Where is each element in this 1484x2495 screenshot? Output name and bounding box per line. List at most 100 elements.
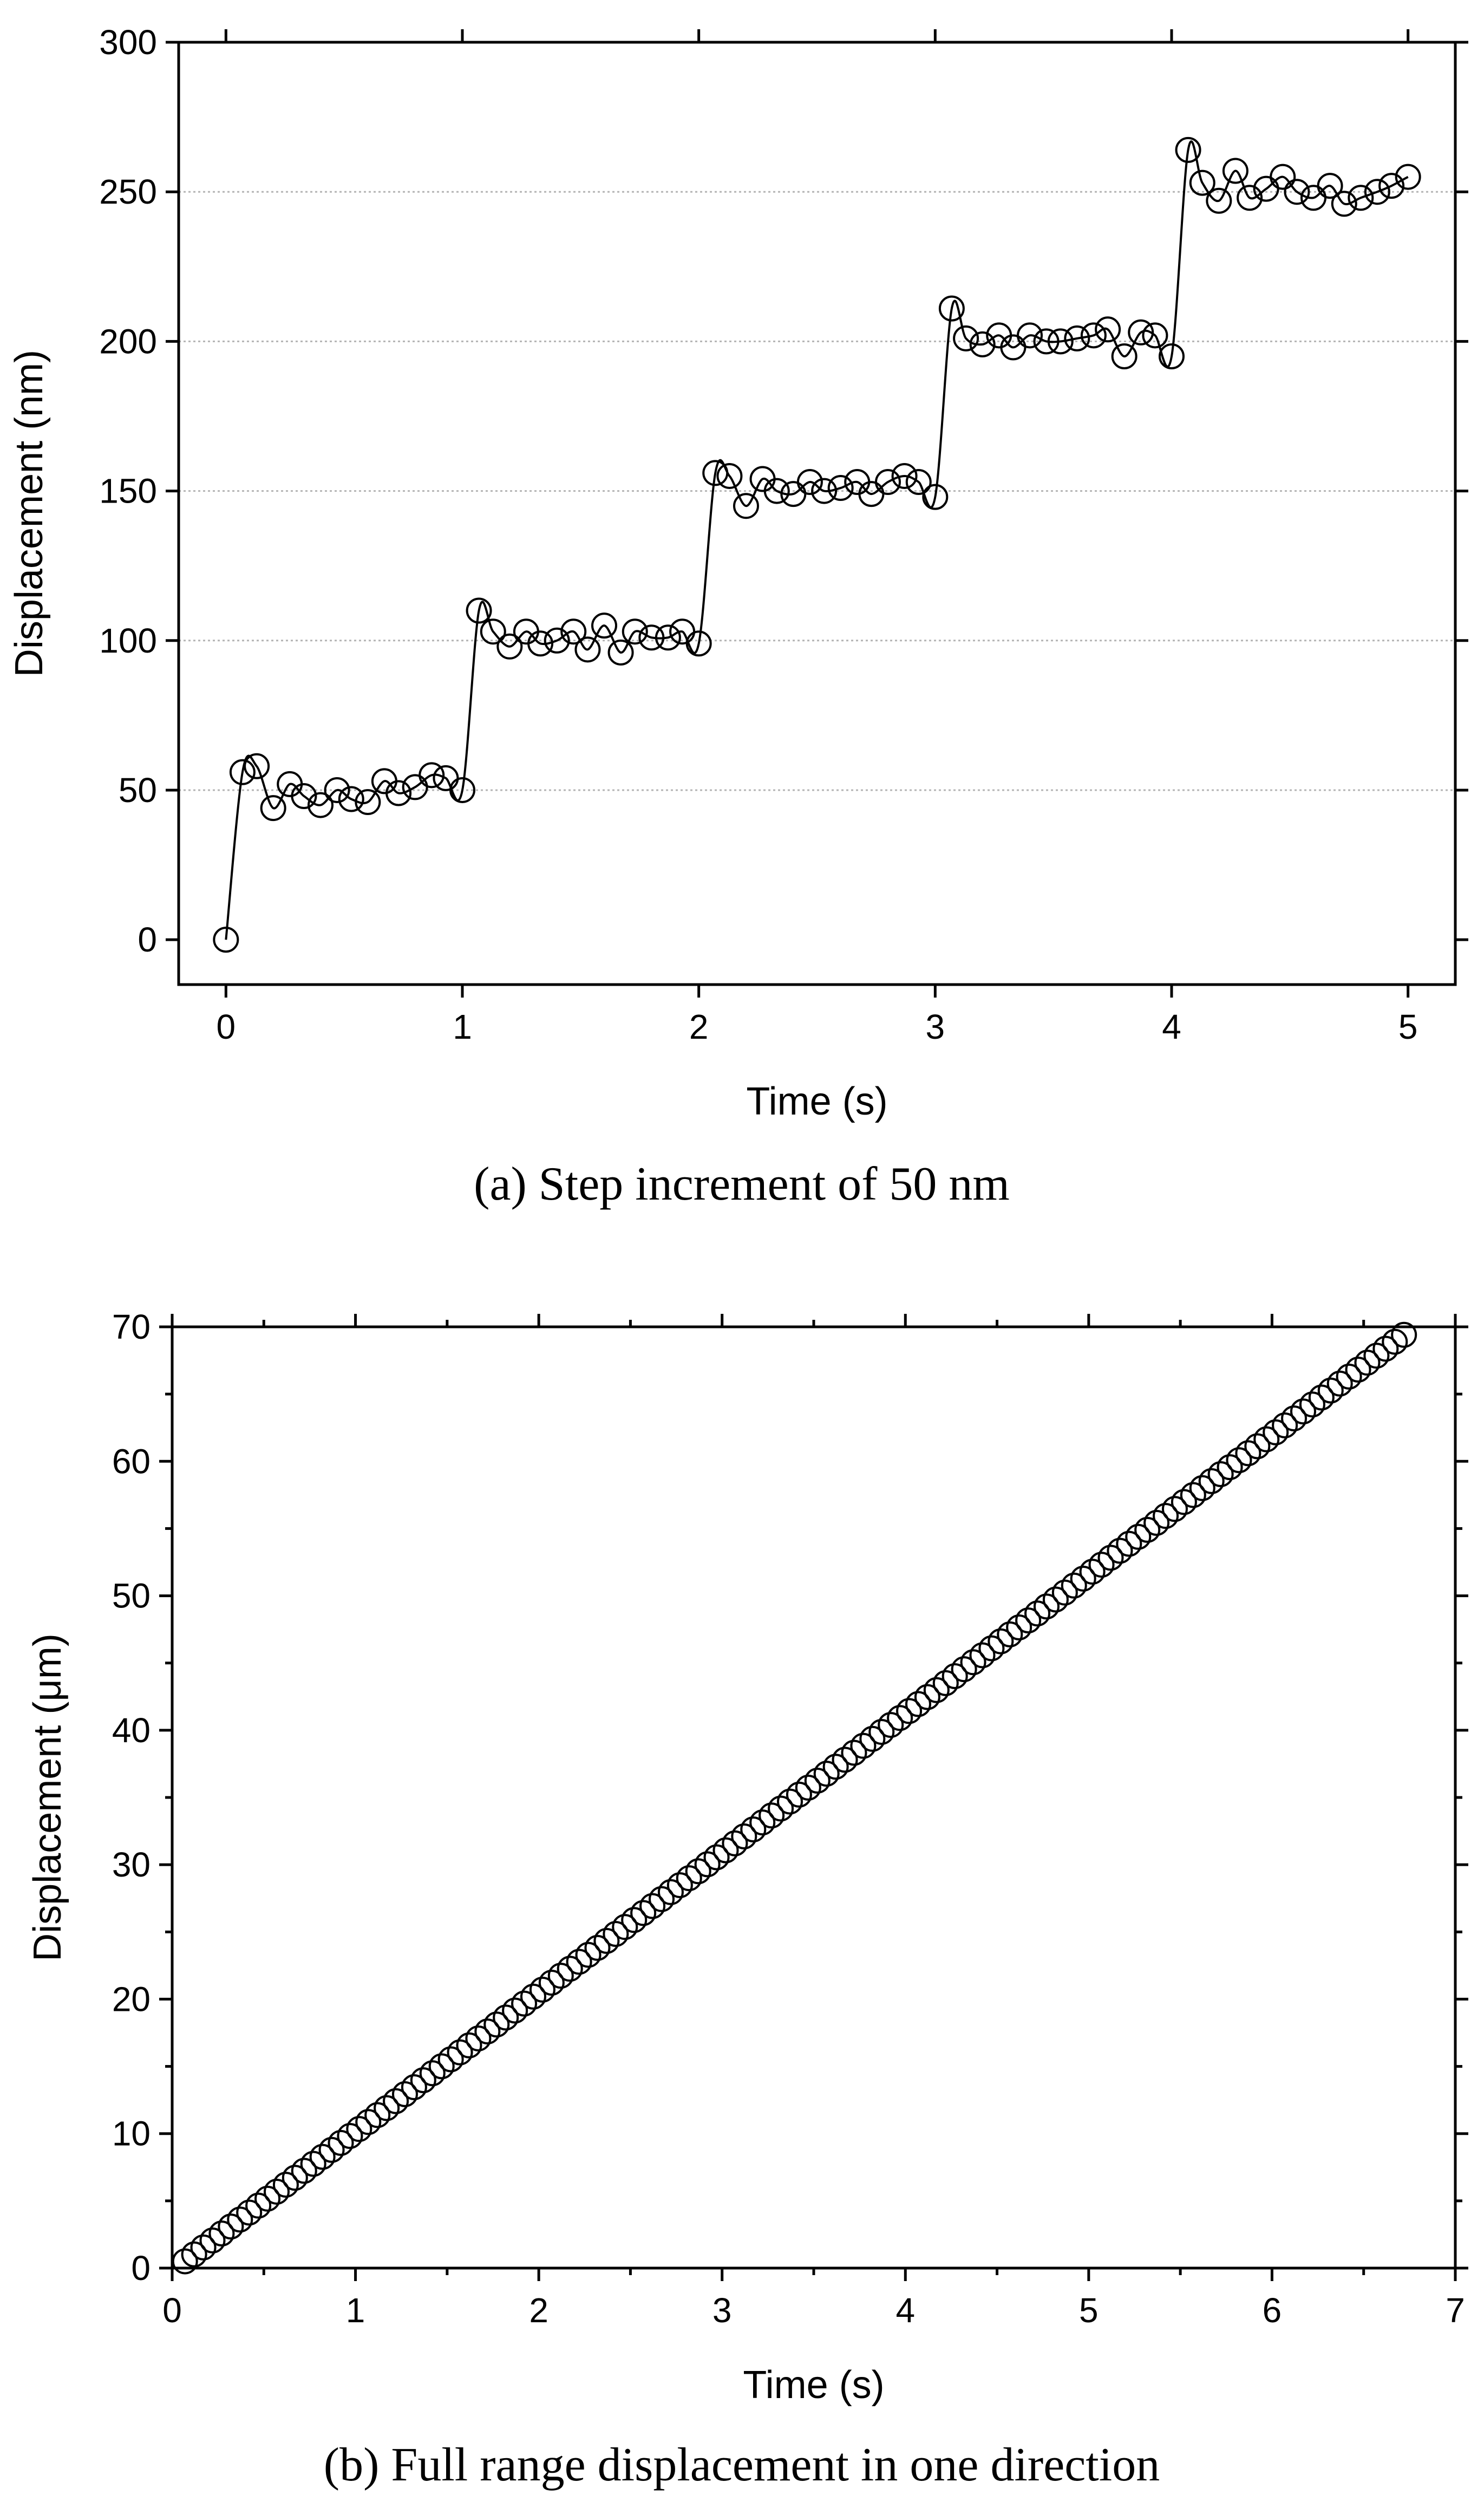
panel-b-data-point	[538, 1970, 565, 1996]
panel-b-y-tick-label: 10	[112, 2114, 151, 2153]
panel-b-data-point	[227, 2206, 253, 2233]
panel-b-data-point	[1070, 1565, 1096, 1592]
panel-b-data-point	[988, 1628, 1014, 1654]
panel-b-data-point	[1189, 1475, 1215, 1501]
panel-a-data-point	[1222, 158, 1248, 184]
panel-b-data-point	[447, 2039, 473, 2066]
panel-b: 0 10 20 30 40 50 60 70 0 1 2 3 4 5 6 7 Time (s) Displac…	[26, 1307, 1468, 2491]
panel-b-data-point	[208, 2220, 235, 2247]
panel-b-data-point	[740, 1816, 767, 1843]
panel-a-y-tick-label: 50	[119, 771, 157, 810]
panel-a-data-point	[922, 484, 949, 510]
panel-b-data-point	[878, 1712, 904, 1738]
panel-b-data-point	[841, 1740, 867, 1766]
panel-a-x-tick-label: 3	[926, 1007, 945, 1046]
panel-b-data-point	[419, 2060, 446, 2087]
panel-b-data-point	[960, 1649, 986, 1676]
panel-a-data-point	[1159, 343, 1185, 369]
panel-b-data-point	[1134, 1516, 1161, 1543]
panel-a-data-point	[496, 633, 523, 660]
panel-b-data-point	[1281, 1405, 1308, 1432]
panel-a-data-point	[827, 475, 854, 501]
panel-b-data-point	[282, 2165, 308, 2191]
panel-a-data-point	[655, 624, 681, 651]
panel-b-data-point	[557, 1956, 583, 1982]
panel-b-data-point	[776, 1788, 803, 1815]
panel-b-data-point	[1217, 1454, 1243, 1481]
panel-a-data-point	[229, 759, 256, 785]
panel-b-data-point	[1391, 1321, 1417, 1348]
panel-a-data-point	[1348, 185, 1374, 211]
panel-b-data-point	[1143, 1510, 1170, 1536]
panel-b-data-point	[657, 1879, 684, 1905]
panel-b-data-point	[391, 2081, 418, 2107]
panel-a-data-point	[544, 627, 570, 654]
panel-b-data-point	[759, 1802, 785, 1829]
panel-b-data-point	[1253, 1426, 1280, 1452]
panel-b-data-point	[648, 1886, 675, 1912]
panel-b-data-point	[997, 1621, 1023, 1647]
panel-a-y-tick-label: 150	[99, 472, 157, 511]
panel-a-y-tick-label: 100	[99, 621, 157, 660]
panel-b-data-point	[1180, 1482, 1206, 1508]
panel-a: 0 50 100 150 200 250 300 0 1 2 3 4 5 Time (s) Displa…	[8, 23, 1468, 1210]
panel-a-data-point	[685, 630, 712, 657]
panel-b-data-point	[1033, 1593, 1060, 1620]
panel-b-data-point	[1088, 1552, 1115, 1578]
panel-a-fit-line	[225, 140, 1409, 940]
panel-b-data-point	[190, 2234, 217, 2261]
panel-b-data-point	[731, 1823, 757, 1849]
panel-b-data-point	[1345, 1357, 1371, 1383]
panel-b-data-point	[832, 1747, 858, 1773]
panel-b-data-point	[868, 1718, 895, 1745]
panel-b-data-point	[703, 1844, 730, 1871]
panel-b-x-tick-label: 3	[712, 2291, 732, 2330]
panel-b-data-point	[520, 1983, 546, 2010]
panel-b-data-point	[245, 2192, 272, 2219]
panel-a-data-point	[560, 618, 587, 645]
panel-a-data-point	[1064, 325, 1090, 351]
panel-b-data-point	[932, 1670, 959, 1696]
panel-b-data-point	[1317, 1377, 1344, 1404]
panel-a-data-point	[244, 753, 270, 779]
panel-b-data-point	[951, 1656, 977, 1683]
panel-a-data-point	[1142, 322, 1168, 349]
panel-a-data-point	[355, 789, 381, 816]
panel-a-y-tick-label: 300	[99, 23, 157, 62]
panel-b-data-point	[749, 1809, 776, 1836]
panel-a-data-point	[875, 469, 901, 495]
panel-a-data-point	[1364, 179, 1390, 205]
panel-a-data-point	[938, 295, 965, 322]
panel-b-y-tick-label: 50	[112, 1577, 151, 1615]
panel-a-data-point	[1189, 170, 1215, 196]
panel-b-data-point	[1326, 1370, 1353, 1397]
panel-b-data-point	[300, 2151, 326, 2177]
panel-b-data-point	[969, 1642, 996, 1669]
panel-b-data-point	[722, 1830, 748, 1856]
panel-a-data-point	[607, 639, 634, 666]
panel-a-data-point	[419, 762, 445, 789]
panel-a-data-point	[1378, 173, 1405, 199]
panel-a-caption: (a) Step increment of 50 nm	[474, 1158, 1010, 1210]
panel-a-data-point	[1331, 191, 1357, 217]
panel-a-x-axis-title: Time (s)	[746, 1080, 887, 1123]
panel-b-data-point	[309, 2144, 336, 2170]
panel-b-data-point	[1079, 1559, 1106, 1585]
panel-a-data-point	[716, 462, 743, 489]
panel-b-data-point	[850, 1732, 877, 1759]
panel-a-data-point	[1395, 164, 1421, 190]
panel-a-data-point	[574, 636, 601, 663]
panel-b-data-point	[813, 1761, 840, 1787]
panel-b-data-point	[1107, 1538, 1133, 1564]
panel-a-data-point	[527, 630, 554, 657]
panel-b-data-point	[529, 1976, 555, 2003]
panel-b-x-tick-label: 4	[895, 2291, 915, 2330]
panel-b-data-point	[593, 1927, 620, 1954]
panel-b-data-point	[1263, 1419, 1289, 1445]
panel-b-data-point	[1272, 1412, 1298, 1438]
panel-b-y-tick-label: 40	[112, 1711, 151, 1750]
panel-b-data-point	[364, 2102, 391, 2128]
panel-b-data-point	[493, 2004, 519, 2031]
panel-b-data-point	[502, 1997, 528, 2024]
